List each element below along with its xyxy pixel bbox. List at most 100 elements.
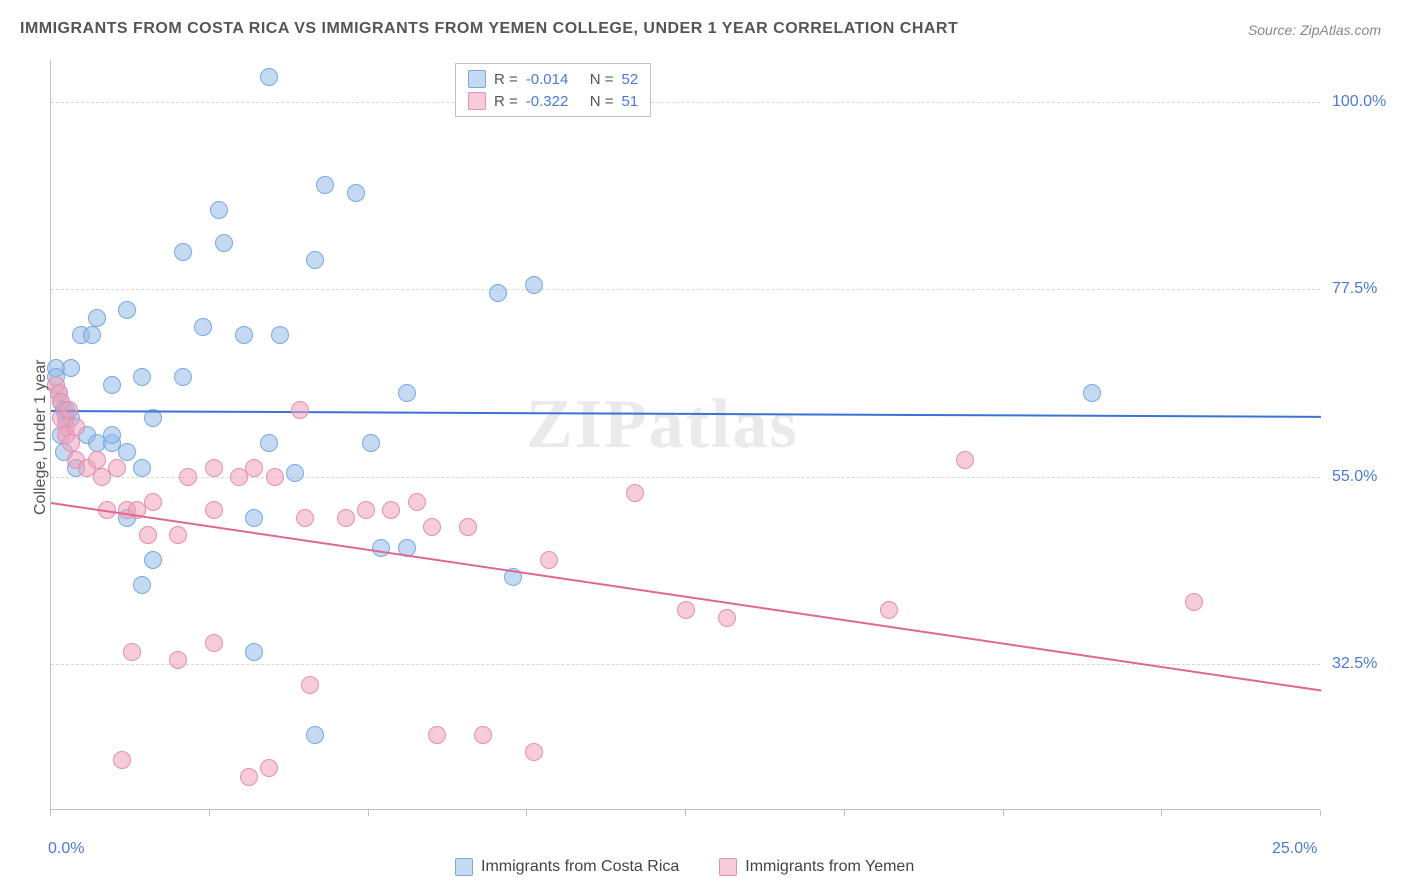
point-yemen xyxy=(60,401,78,419)
point-yemen xyxy=(169,651,187,669)
point-yemen xyxy=(540,551,558,569)
point-yemen xyxy=(266,468,284,486)
point-yemen xyxy=(205,634,223,652)
point-yemen xyxy=(144,493,162,511)
point-costa-rica xyxy=(306,251,324,269)
y-tick-label: 100.0% xyxy=(1332,93,1386,111)
point-costa-rica xyxy=(260,434,278,452)
point-yemen xyxy=(205,459,223,477)
r-value: -0.322 xyxy=(526,93,582,110)
point-yemen xyxy=(296,509,314,527)
point-yemen xyxy=(337,509,355,527)
legend-swatch xyxy=(455,858,473,876)
legend-swatch xyxy=(719,858,737,876)
point-yemen xyxy=(880,601,898,619)
point-yemen xyxy=(956,451,974,469)
gridline xyxy=(51,289,1320,290)
point-costa-rica xyxy=(174,243,192,261)
point-yemen xyxy=(382,501,400,519)
point-yemen xyxy=(474,726,492,744)
point-yemen xyxy=(113,751,131,769)
point-costa-rica xyxy=(133,459,151,477)
n-value: 52 xyxy=(622,71,639,88)
n-label: N = xyxy=(590,93,614,110)
x-tick xyxy=(1161,810,1162,816)
point-costa-rica xyxy=(215,234,233,252)
chart-title: IMMIGRANTS FROM COSTA RICA VS IMMIGRANTS… xyxy=(20,20,958,38)
r-value: -0.014 xyxy=(526,71,582,88)
legend-row: R =-0.322N =51 xyxy=(468,90,638,112)
n-value: 51 xyxy=(622,93,639,110)
y-tick-label: 32.5% xyxy=(1332,655,1377,673)
x-tick-label: 0.0% xyxy=(48,840,84,858)
point-yemen xyxy=(108,459,126,477)
x-tick xyxy=(526,810,527,816)
point-yemen xyxy=(67,418,85,436)
point-yemen xyxy=(428,726,446,744)
x-tick xyxy=(1320,810,1321,816)
point-yemen xyxy=(240,768,258,786)
x-tick xyxy=(368,810,369,816)
point-costa-rica xyxy=(174,368,192,386)
point-costa-rica xyxy=(362,434,380,452)
point-costa-rica xyxy=(103,376,121,394)
x-tick xyxy=(50,810,51,816)
x-tick xyxy=(209,810,210,816)
point-yemen xyxy=(357,501,375,519)
y-axis-label: College, Under 1 year xyxy=(32,359,50,515)
x-tick xyxy=(685,810,686,816)
legend-row: R =-0.014N =52 xyxy=(468,68,638,90)
point-costa-rica xyxy=(286,464,304,482)
point-costa-rica xyxy=(347,184,365,202)
watermark: ZIPatlas xyxy=(526,385,799,465)
regression-line-yemen xyxy=(51,502,1321,691)
y-tick-label: 77.5% xyxy=(1332,280,1377,298)
point-costa-rica xyxy=(306,726,324,744)
point-costa-rica xyxy=(88,309,106,327)
regression-line-costa-rica xyxy=(51,410,1321,418)
gridline xyxy=(51,664,1320,665)
series-legend: Immigrants from Costa Rica Immigrants fro… xyxy=(455,858,914,876)
point-yemen xyxy=(1185,593,1203,611)
point-costa-rica xyxy=(62,359,80,377)
point-costa-rica xyxy=(118,443,136,461)
point-costa-rica xyxy=(133,576,151,594)
point-yemen xyxy=(301,676,319,694)
point-costa-rica xyxy=(235,326,253,344)
point-yemen xyxy=(525,743,543,761)
source-attribution: Source: ZipAtlas.com xyxy=(1248,22,1381,38)
point-costa-rica xyxy=(103,426,121,444)
gridline xyxy=(51,102,1320,103)
chart-plot-area: ZIPatlas xyxy=(50,60,1320,810)
point-yemen xyxy=(88,451,106,469)
point-yemen xyxy=(62,434,80,452)
legend-swatch xyxy=(468,92,486,110)
x-tick xyxy=(1003,810,1004,816)
point-costa-rica xyxy=(83,326,101,344)
point-costa-rica xyxy=(194,318,212,336)
point-costa-rica xyxy=(245,643,263,661)
series-name: Immigrants from Yemen xyxy=(745,858,914,876)
point-costa-rica xyxy=(210,201,228,219)
point-costa-rica xyxy=(525,276,543,294)
point-costa-rica xyxy=(271,326,289,344)
point-yemen xyxy=(718,609,736,627)
point-yemen xyxy=(179,468,197,486)
y-tick-label: 55.0% xyxy=(1332,468,1377,486)
legend-item: Immigrants from Costa Rica xyxy=(455,858,679,876)
point-yemen xyxy=(260,759,278,777)
series-name: Immigrants from Costa Rica xyxy=(481,858,679,876)
point-costa-rica xyxy=(144,551,162,569)
point-costa-rica xyxy=(1083,384,1101,402)
point-yemen xyxy=(123,643,141,661)
point-yemen xyxy=(408,493,426,511)
point-yemen xyxy=(423,518,441,536)
point-costa-rica xyxy=(260,68,278,86)
point-costa-rica xyxy=(489,284,507,302)
point-costa-rica xyxy=(118,301,136,319)
point-yemen xyxy=(245,459,263,477)
r-label: R = xyxy=(494,71,518,88)
legend-item: Immigrants from Yemen xyxy=(719,858,914,876)
point-yemen xyxy=(291,401,309,419)
legend-swatch xyxy=(468,70,486,88)
